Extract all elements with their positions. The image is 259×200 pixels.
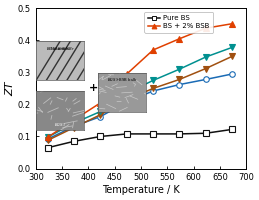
BS + 0.5% BSB [125, 101, 128, 103]
Text: $Bi_2S_3$–BSB bulk: $Bi_2S_3$–BSB bulk [107, 77, 138, 84]
Text: $Bi_2S_3$: $Bi_2S_3$ [54, 122, 66, 129]
BS + 2% BSB [73, 119, 76, 121]
BS + 1.5% BSB [125, 92, 128, 94]
Pure BS [178, 133, 181, 135]
Pure BS [152, 133, 155, 135]
BS + 0.5% BSB [178, 83, 181, 86]
Line: Pure BS: Pure BS [45, 127, 235, 150]
BS + 0.5% BSB [204, 78, 207, 81]
BS + 1% BSB [99, 113, 102, 116]
BS + 0.5% BSB [46, 138, 49, 140]
Pure BS [125, 133, 128, 135]
BS + 1% BSB [231, 55, 234, 58]
BS + 1.5% BSB [152, 79, 155, 82]
Line: BS + 1.5% BSB: BS + 1.5% BSB [45, 45, 235, 140]
Line: BS + 0.5% BSB: BS + 0.5% BSB [45, 71, 235, 142]
X-axis label: Temperature / K: Temperature / K [102, 185, 180, 195]
BS + 1% BSB [178, 78, 181, 81]
BS + 2% BSB [231, 23, 234, 25]
BS + 1.5% BSB [46, 136, 49, 138]
Pure BS [204, 132, 207, 134]
Pure BS [231, 128, 234, 131]
Line: BS + 1% BSB: BS + 1% BSB [45, 54, 235, 143]
BS + 1% BSB [46, 139, 49, 142]
BS + 1.5% BSB [178, 68, 181, 70]
BS + 1% BSB [125, 98, 128, 101]
BS + 2% BSB [178, 38, 181, 40]
BS + 1.5% BSB [231, 46, 234, 49]
BS + 1.5% BSB [204, 56, 207, 58]
BS + 1.5% BSB [73, 122, 76, 124]
Legend: Pure BS, BS + 2% BSB: Pure BS, BS + 2% BSB [145, 12, 213, 33]
BS + 0.5% BSB [73, 125, 76, 127]
Pure BS [99, 135, 102, 138]
Text: $Bi_{0.33}(Bi_6S_9)Br$: $Bi_{0.33}(Bi_6S_9)Br$ [46, 45, 75, 52]
BS + 2% BSB [125, 73, 128, 75]
BS + 1% BSB [204, 67, 207, 70]
Y-axis label: ZT: ZT [5, 81, 15, 96]
Text: Nanorods: Nanorods [51, 47, 70, 51]
BS + 1% BSB [152, 87, 155, 90]
BS + 2% BSB [152, 49, 155, 51]
BS + 0.5% BSB [99, 115, 102, 118]
BS + 0.5% BSB [231, 73, 234, 75]
Text: +: + [89, 83, 98, 93]
Pure BS [73, 140, 76, 142]
BS + 0.5% BSB [152, 90, 155, 92]
Line: BS + 2% BSB: BS + 2% BSB [45, 21, 235, 140]
BS + 2% BSB [204, 27, 207, 29]
BS + 1.5% BSB [99, 110, 102, 113]
BS + 1% BSB [73, 126, 76, 129]
Pure BS [46, 146, 49, 149]
BS + 2% BSB [46, 136, 49, 138]
BS + 2% BSB [99, 102, 102, 104]
